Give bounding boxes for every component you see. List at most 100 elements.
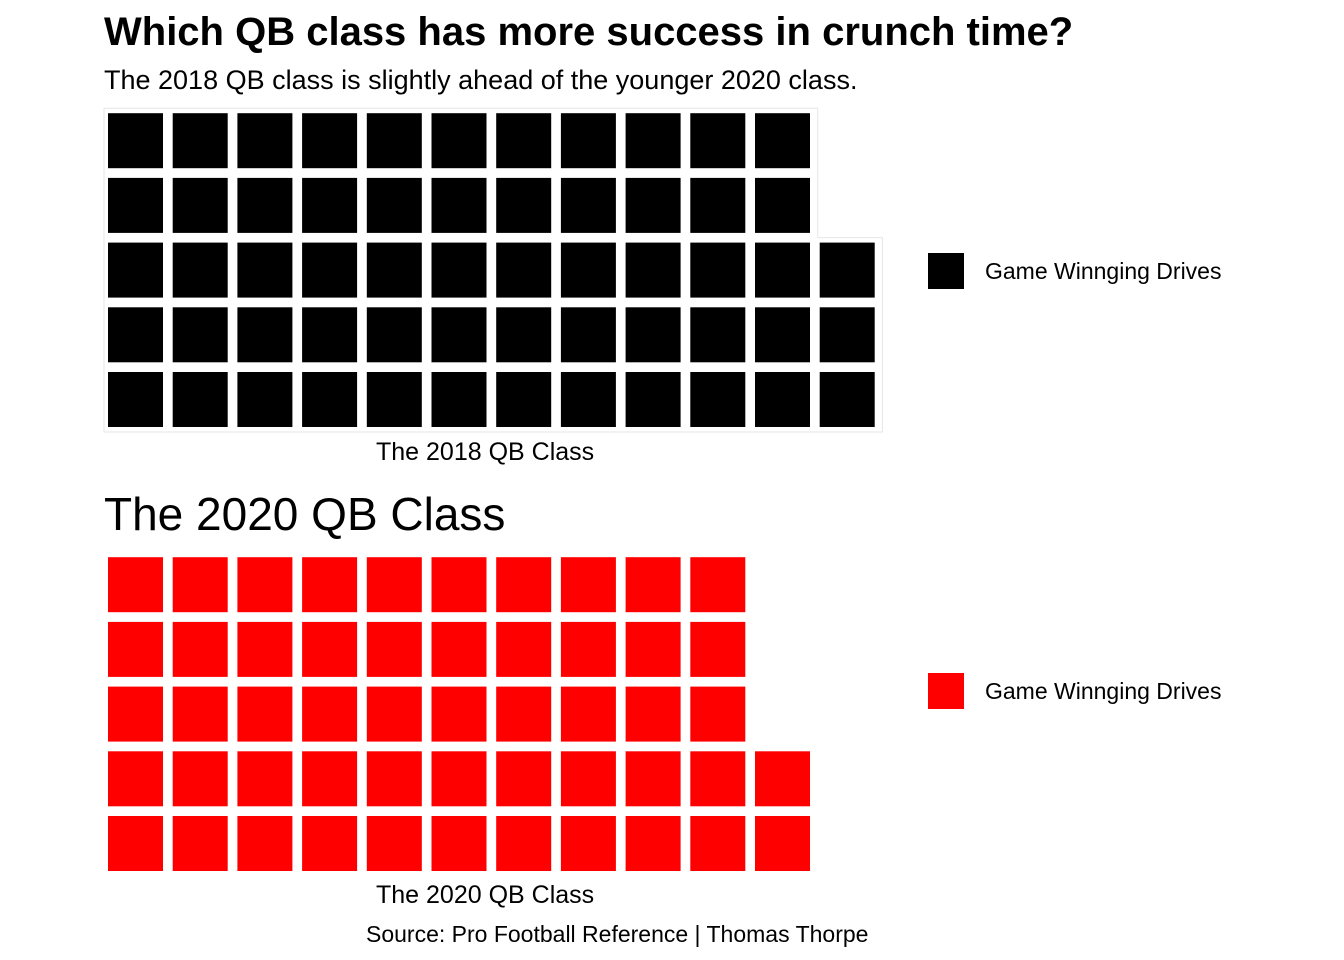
legend-label-2018: Game Winnging Drives [985, 258, 1222, 284]
waffle-square [366, 113, 422, 169]
waffle-square [108, 372, 163, 427]
waffle-square [755, 751, 810, 807]
waffle-square [366, 177, 422, 233]
waffle-square [560, 177, 616, 233]
waffle-square [560, 557, 616, 613]
waffle-square [625, 557, 681, 613]
waffle-square [172, 372, 228, 427]
waffle-square [755, 177, 810, 233]
waffle-square [560, 816, 616, 871]
waffle-square [108, 751, 163, 807]
waffle-square [172, 307, 228, 363]
waffle-square [625, 307, 681, 363]
waffle-square [172, 816, 228, 871]
waffle-square [755, 307, 810, 363]
waffle-square [690, 751, 746, 807]
waffle-square [172, 177, 228, 233]
waffle-square [819, 242, 875, 298]
waffle-square [819, 372, 875, 427]
waffle-square [108, 177, 163, 233]
waffle-square [625, 113, 681, 169]
waffle-square [560, 751, 616, 807]
x-axis-label-2020: The 2020 QB Class [376, 881, 595, 909]
waffle-square [302, 557, 358, 613]
waffle-square [690, 113, 746, 169]
waffle-square [302, 307, 358, 363]
waffle-square [302, 816, 358, 871]
waffle-square [625, 372, 681, 427]
waffle-square [237, 686, 293, 742]
waffle-square [172, 242, 228, 298]
waffle-square [366, 372, 422, 427]
waffle-square [237, 816, 293, 871]
waffle-square [496, 242, 552, 298]
legend-key-2020 [928, 673, 964, 709]
waffle-square [237, 113, 293, 169]
waffle-square [431, 177, 487, 233]
waffle-square [237, 177, 293, 233]
waffle-square [560, 372, 616, 427]
waffle-square [237, 242, 293, 298]
waffle-square [431, 816, 487, 871]
waffle-square [755, 816, 810, 871]
chart-caption: Source: Pro Football Reference | Thomas … [366, 921, 869, 947]
waffle-square [755, 372, 810, 427]
waffle-square [496, 307, 552, 363]
waffle-square [237, 372, 293, 427]
waffle-square [560, 686, 616, 742]
waffle-square [496, 816, 552, 871]
waffle-square [431, 307, 487, 363]
waffle-square [431, 372, 487, 427]
waffle-square [302, 686, 358, 742]
panel-title-2020: The 2020 QB Class [104, 488, 506, 540]
waffle-square [496, 751, 552, 807]
waffle-square [690, 816, 746, 871]
waffle-square [108, 557, 163, 613]
waffle-square [366, 557, 422, 613]
waffle-square [108, 242, 163, 298]
waffle-square [496, 177, 552, 233]
waffle-square [431, 686, 487, 742]
waffle-square [560, 113, 616, 169]
waffle-square [690, 177, 746, 233]
waffle-square [431, 557, 487, 613]
waffle-square [755, 242, 810, 298]
waffle-square [237, 751, 293, 807]
waffle-square [172, 751, 228, 807]
waffle-square [302, 177, 358, 233]
waffle-square [366, 751, 422, 807]
waffle-square [431, 621, 487, 677]
chart-subtitle: The 2018 QB class is slightly ahead of t… [104, 65, 858, 95]
waffle-square [496, 557, 552, 613]
waffle-square [108, 307, 163, 363]
waffle-square [819, 307, 875, 363]
waffle-chart-2020 [108, 557, 810, 871]
waffle-square [108, 686, 163, 742]
waffle-square [690, 372, 746, 427]
waffle-square [560, 621, 616, 677]
waffle-square [690, 557, 746, 613]
waffle-square [560, 307, 616, 363]
legend-key-2018 [928, 253, 964, 289]
waffle-square [302, 621, 358, 677]
waffle-square [625, 751, 681, 807]
waffle-square [172, 113, 228, 169]
legend-label-2020: Game Winnging Drives [985, 678, 1222, 704]
waffle-square [302, 751, 358, 807]
waffle-square [625, 177, 681, 233]
waffle-square [172, 686, 228, 742]
waffle-square [496, 372, 552, 427]
waffle-square [625, 621, 681, 677]
waffle-square [431, 751, 487, 807]
waffle-square [237, 307, 293, 363]
waffle-square [690, 686, 746, 742]
waffle-square [496, 686, 552, 742]
waffle-square [496, 113, 552, 169]
waffle-frame-2018 [103, 107, 883, 433]
waffle-square [172, 621, 228, 677]
waffle-square [366, 242, 422, 298]
waffle-square [431, 113, 487, 169]
waffle-square [108, 621, 163, 677]
waffle-square [108, 113, 163, 169]
x-axis-label-2018: The 2018 QB Class [376, 438, 595, 466]
